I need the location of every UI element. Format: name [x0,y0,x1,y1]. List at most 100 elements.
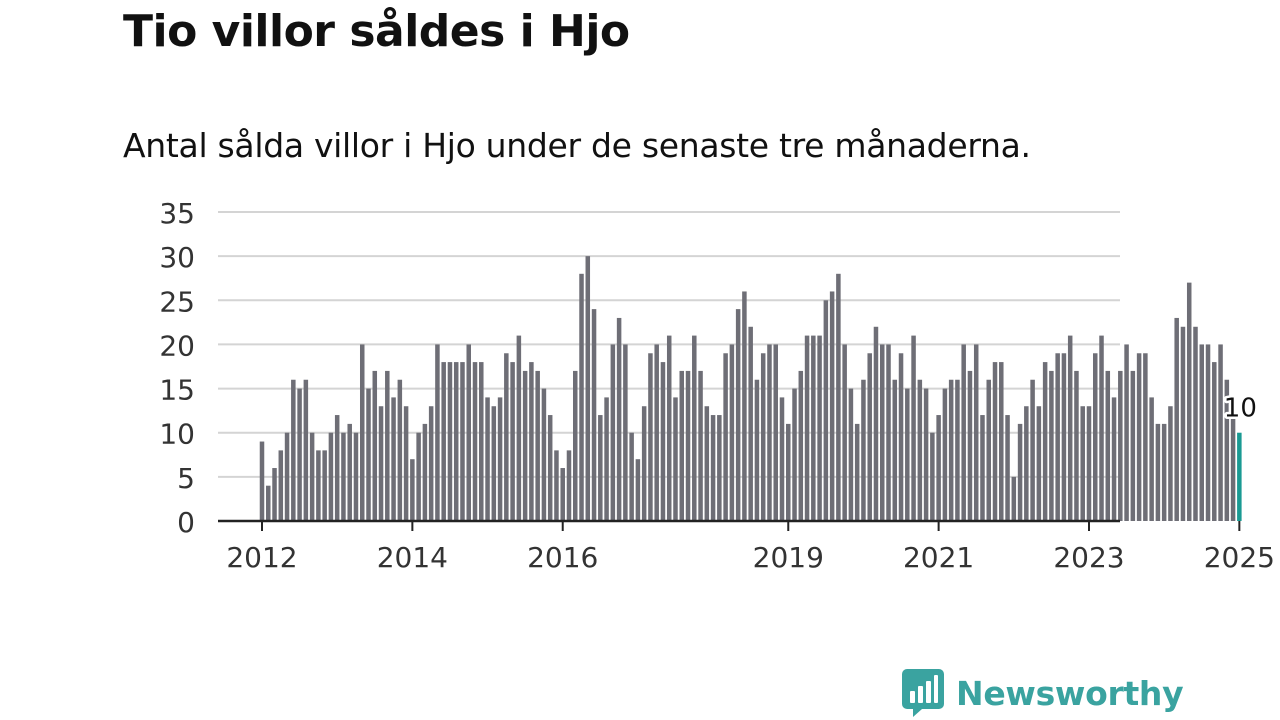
bar [1055,353,1060,521]
bar [1036,406,1042,521]
bar [579,273,584,521]
y-tick-label: 5 [177,462,195,495]
annotations: 10 [1221,391,1259,426]
bar [385,370,390,521]
bar [410,459,415,521]
bar [635,459,641,521]
bar [1017,423,1023,521]
bar [422,423,428,521]
bar [397,379,403,521]
bar [497,397,503,521]
bar [980,415,985,521]
bar [334,415,340,521]
bar [854,423,860,521]
bar [266,485,271,521]
bar [1155,423,1161,521]
bar [798,370,804,521]
y-tick-label: 20 [159,329,195,362]
bar [879,344,885,521]
bar [598,415,603,521]
bar [704,406,710,521]
bar [1136,353,1142,521]
bar [1174,317,1179,521]
bar [1218,344,1223,521]
bar [297,388,302,521]
bar [967,370,973,521]
bar [460,362,465,521]
x-tick-label: 2014 [377,541,448,574]
bar [1205,344,1211,521]
bar [491,406,497,521]
newsworthy-logo-text: Newsworthy [956,673,1184,713]
bar [692,335,697,521]
bar [786,423,791,521]
bar [641,406,647,521]
bar [610,344,616,521]
bar [986,379,991,521]
bar [1193,326,1198,521]
bar [278,450,284,521]
newsworthy-logo: Newsworthy [902,668,1184,718]
last-value-label: 10 [1224,394,1257,424]
bar [892,379,898,521]
bar [516,335,522,521]
bar [1149,397,1154,521]
bar [942,388,948,521]
bar [911,335,916,521]
bar [560,468,565,521]
y-tick-label: 30 [159,241,195,274]
bar [685,370,691,521]
bar [591,309,597,521]
y-axis-labels: 0 5 10 15 20 25 30 35 [159,197,195,539]
bar [735,309,741,521]
bar [773,344,778,521]
bar [1005,415,1010,521]
bar [698,370,703,521]
bar [416,432,421,521]
bar [829,291,835,521]
bar [522,370,528,521]
bar [648,353,653,521]
bar [930,432,935,521]
y-tick-label: 35 [159,197,195,230]
bar [848,388,854,521]
newsworthy-logo-icon [902,669,944,717]
bar [654,344,659,521]
bar [804,335,810,521]
bar [710,415,716,521]
bar [823,300,829,521]
bar [309,432,315,521]
bar [886,344,891,521]
bar [1180,326,1186,521]
bar [1105,370,1111,521]
bar [391,397,396,521]
x-axis [218,519,1241,531]
bar [1224,379,1230,521]
bar [973,344,979,521]
bar [767,344,772,521]
bar [554,450,559,521]
bar [566,450,572,521]
bar [673,397,678,521]
bar [948,379,954,521]
bar [472,362,478,521]
x-tick-label: 2023 [1053,541,1124,574]
bar [403,406,409,521]
bar [453,362,459,521]
bar [873,326,879,521]
y-tick-label: 25 [159,285,195,318]
bar [585,256,591,521]
bar [466,344,471,521]
bar [729,344,735,521]
bar [1161,423,1167,521]
bar [1030,379,1035,521]
bar [316,450,321,521]
chart-title: Tio villor såldes i Hjo [123,6,630,57]
bar [547,415,553,521]
bar [817,335,822,521]
bar [272,468,277,521]
bar [435,344,440,521]
bar [1061,353,1067,521]
bar [742,291,747,521]
bar [259,441,265,521]
